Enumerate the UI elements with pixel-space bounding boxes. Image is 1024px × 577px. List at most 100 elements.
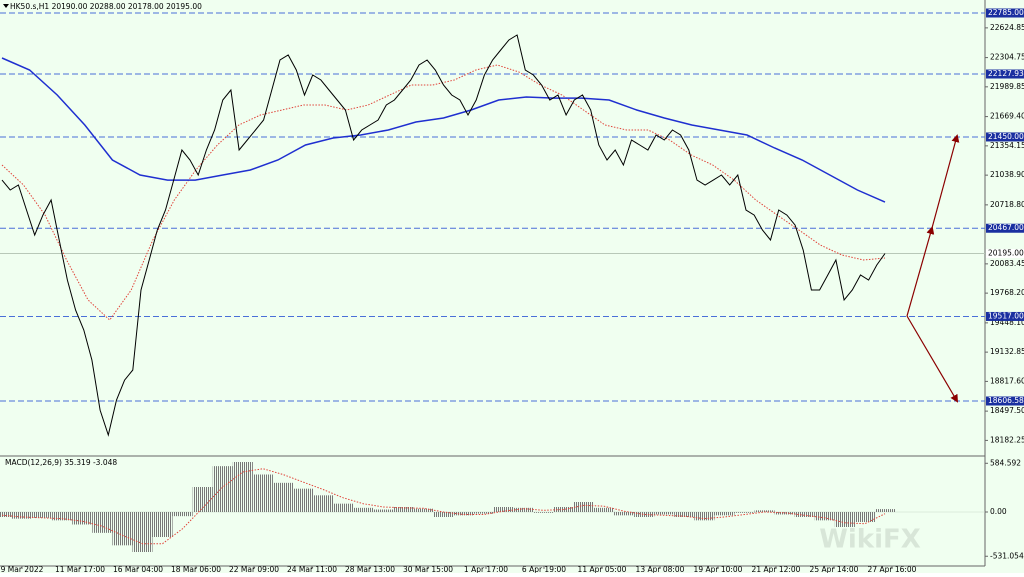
macd-bar bbox=[473, 512, 494, 514]
macd-bar bbox=[92, 512, 113, 533]
price-line bbox=[1, 34, 886, 437]
macd-bar bbox=[674, 512, 695, 517]
y-tick-label: 22624.85 bbox=[990, 23, 1024, 32]
macd-bar bbox=[313, 495, 334, 512]
macd-bar bbox=[52, 512, 73, 521]
macd-bar bbox=[12, 512, 33, 519]
x-tick-label: 9 Mar 2022 bbox=[1, 565, 44, 573]
y-tick-label: 21038.90 bbox=[990, 170, 1024, 179]
macd-bar bbox=[654, 512, 675, 515]
macd-signal-line bbox=[1, 468, 886, 545]
macd-title: MACD(12,26,9) 35.319 -3.048 bbox=[5, 458, 117, 467]
macd-bar bbox=[272, 482, 293, 512]
y-tick-label: 19768.20 bbox=[990, 288, 1024, 297]
level-label-box bbox=[986, 132, 1024, 142]
level-label: 18606.58 bbox=[988, 396, 1024, 405]
macd-bar bbox=[232, 462, 253, 512]
x-tick-label: 13 Apr 08:00 bbox=[636, 565, 685, 573]
macd-bar bbox=[373, 509, 394, 512]
macd-bar bbox=[794, 512, 815, 517]
macd-bar bbox=[553, 507, 574, 512]
macd-bar bbox=[72, 512, 93, 525]
level-label: 19517.00 bbox=[988, 311, 1024, 320]
x-tick-label: 11 Apr 05:00 bbox=[578, 565, 627, 573]
x-tick-label: 19 Apr 10:00 bbox=[694, 565, 743, 573]
macd-bar bbox=[714, 512, 735, 516]
x-tick-label: 16 Mar 04:00 bbox=[113, 565, 163, 573]
arrow-up-2 bbox=[931, 134, 960, 229]
macd-bar bbox=[874, 509, 896, 512]
macd-bar bbox=[212, 466, 233, 512]
level-label: 21450.00 bbox=[988, 132, 1024, 141]
macd-bar bbox=[192, 487, 213, 512]
macd-bar bbox=[774, 512, 795, 515]
fast-ma-line bbox=[1, 64, 886, 321]
y-tick-label: 20083.45 bbox=[990, 259, 1024, 268]
level-label-box bbox=[986, 396, 1024, 406]
y-tick-label: 19448.10 bbox=[990, 318, 1024, 327]
x-tick-label: 21 Apr 12:00 bbox=[752, 565, 801, 573]
x-tick-label: 27 Apr 16:00 bbox=[868, 565, 917, 573]
y-tick-label: 21989.85 bbox=[990, 82, 1024, 91]
macd-bar bbox=[573, 502, 595, 512]
y-tick-label: 19132.85 bbox=[990, 347, 1024, 356]
macd-bar bbox=[734, 512, 755, 513]
macd-bar bbox=[614, 512, 635, 516]
macd-bar bbox=[814, 512, 835, 521]
slow-ma-line bbox=[1, 57, 886, 203]
y-tick-label: 21354.15 bbox=[990, 141, 1024, 150]
macd-bar bbox=[413, 508, 434, 512]
macd-bar bbox=[353, 507, 374, 512]
macd-y-tick-label: -531.054 bbox=[990, 551, 1024, 560]
x-tick-label: 6 Apr 19:00 bbox=[522, 565, 566, 573]
macd-bar bbox=[132, 512, 153, 552]
level-label: 22127.93 bbox=[988, 69, 1024, 78]
y-tick-label: 18497.50 bbox=[990, 406, 1024, 415]
x-tick-label: 24 Mar 11:00 bbox=[287, 565, 337, 573]
y-tick-label: 18817.60 bbox=[990, 376, 1024, 385]
macd-bar bbox=[754, 510, 775, 512]
x-tick-label: 18 Mar 06:00 bbox=[171, 565, 221, 573]
level-label-box bbox=[986, 223, 1024, 233]
level-label-box bbox=[986, 69, 1024, 79]
macd-bar bbox=[634, 512, 655, 517]
macd-bar bbox=[252, 474, 273, 512]
x-tick-label: 11 Mar 17:00 bbox=[55, 565, 105, 573]
arrow-up-1 bbox=[906, 226, 935, 317]
y-tick-label: 21669.40 bbox=[990, 112, 1024, 121]
current-price-box bbox=[986, 249, 1024, 258]
y-tick-label: 22304.75 bbox=[990, 53, 1024, 62]
level-label-box bbox=[986, 311, 1024, 321]
macd-bar bbox=[433, 512, 454, 517]
macd-bar bbox=[292, 488, 314, 512]
macd-y-tick-label: 0.00 bbox=[990, 507, 1007, 516]
macd-bar bbox=[533, 512, 554, 513]
x-tick-label: 25 Apr 14:00 bbox=[810, 565, 859, 573]
macd-bar bbox=[152, 512, 173, 537]
chart-title: HK50.s,H1 20190.00 20288.00 20178.00 201… bbox=[10, 2, 202, 11]
macd-bar bbox=[453, 512, 474, 516]
current-price-label: 20195.00 bbox=[988, 249, 1024, 258]
macd-bar bbox=[0, 512, 13, 517]
level-label: 22785.00 bbox=[988, 8, 1024, 17]
y-tick-label: 18182.25 bbox=[990, 435, 1024, 444]
macd-bar bbox=[694, 512, 715, 521]
macd-y-tick-label: 584.592 bbox=[990, 458, 1021, 467]
macd-bar bbox=[834, 512, 855, 527]
macd-bar bbox=[172, 512, 193, 517]
y-tick-label: 20718.80 bbox=[990, 200, 1024, 209]
x-tick-label: 28 Mar 13:00 bbox=[345, 565, 395, 573]
macd-bar bbox=[513, 507, 534, 512]
projection-arrows bbox=[906, 134, 960, 403]
title-icon bbox=[3, 4, 9, 8]
x-tick-label: 1 Apr 17:00 bbox=[464, 565, 508, 573]
macd-bar bbox=[393, 507, 414, 512]
x-tick-label: 30 Mar 15:00 bbox=[403, 565, 453, 573]
macd-bar bbox=[333, 503, 354, 512]
watermark: WikiFX bbox=[819, 525, 921, 555]
macd-bar bbox=[854, 512, 875, 522]
level-label-box bbox=[986, 8, 1024, 18]
macd-bar bbox=[112, 512, 133, 546]
